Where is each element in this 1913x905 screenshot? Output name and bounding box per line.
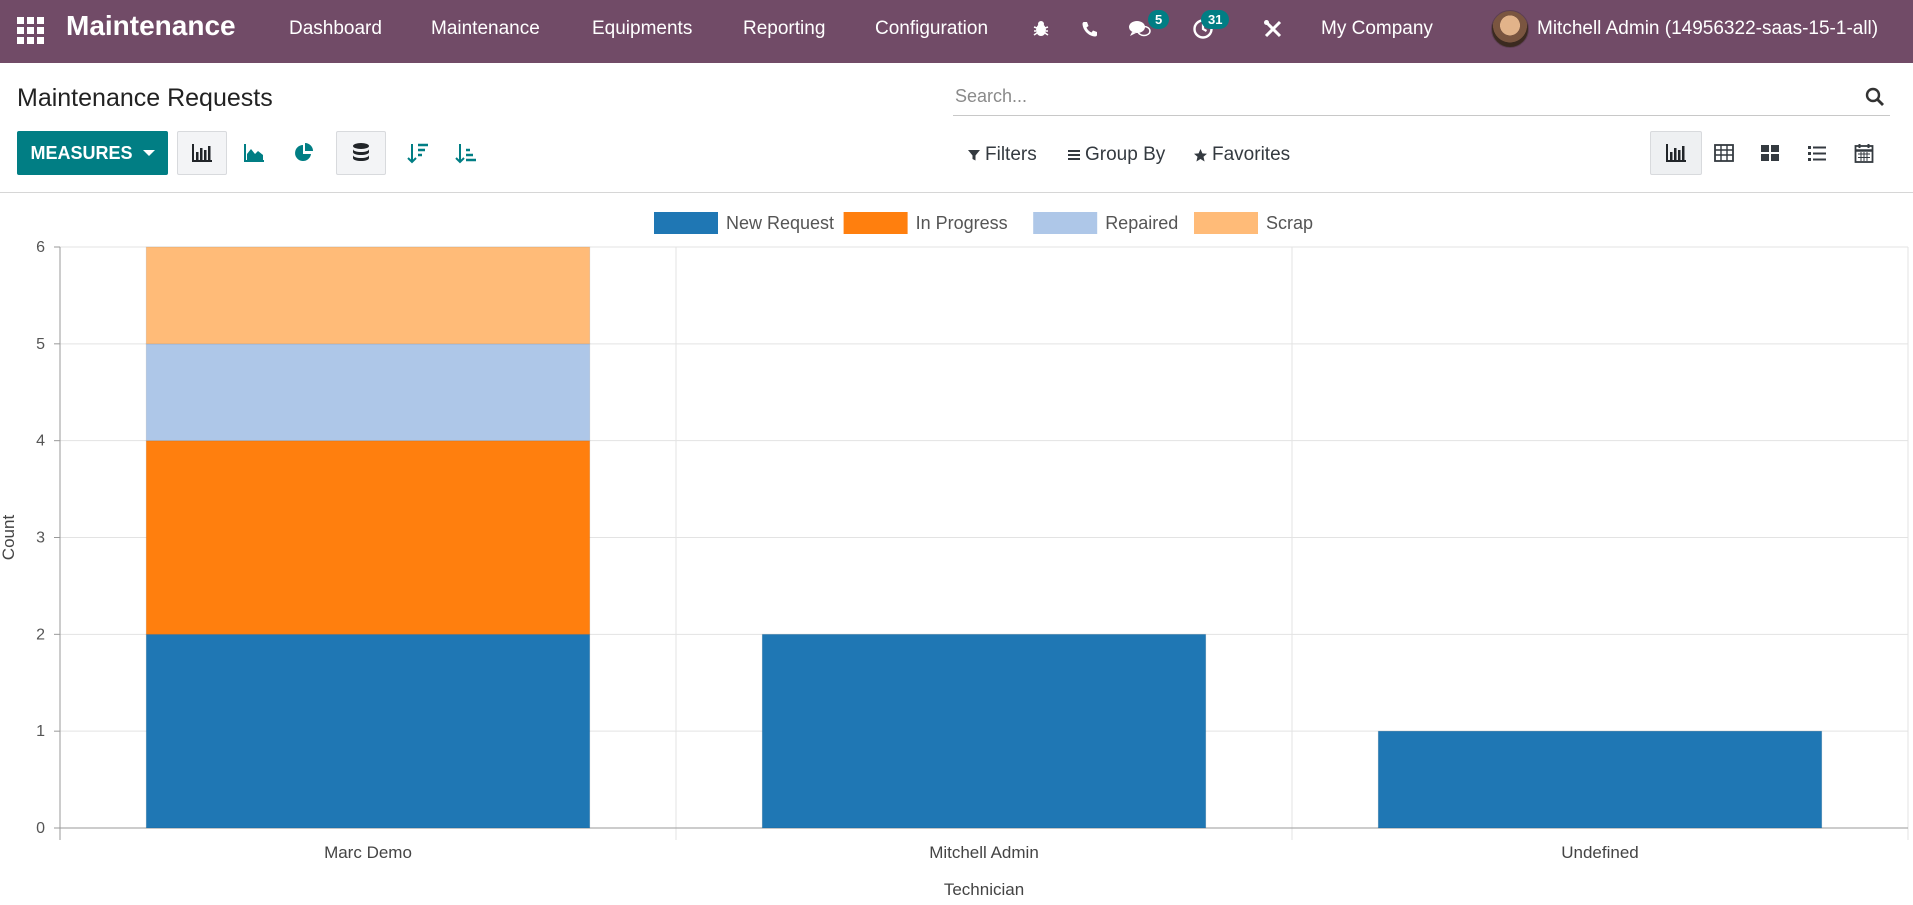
filters-menu[interactable]: Filters: [967, 144, 1037, 166]
x-axis-title: Technician: [944, 880, 1024, 899]
phone-icon[interactable]: [1077, 16, 1103, 42]
filter-icon: [968, 150, 980, 161]
area-chart-icon: [244, 144, 264, 162]
measures-label: MEASURES: [30, 142, 133, 163]
measures-button[interactable]: MEASURES: [17, 131, 168, 175]
apps-icon[interactable]: [16, 16, 44, 44]
stacked-bar-chart: 0 1 2 3 4 5 6 Marc Demo Mitchell Admin Undefined T…: [0, 212, 1909, 899]
menu-equipments[interactable]: Equipments: [592, 18, 693, 39]
bar-scrap: [145, 246, 591, 345]
legend-swatch: [654, 212, 718, 234]
x-tick-label: Mitchell Admin: [929, 843, 1039, 862]
search-bar: [953, 78, 1890, 116]
y-tick-label: 1: [36, 723, 45, 740]
top-navbar: Maintenance Dashboard Maintenance Equipm…: [0, 0, 1913, 63]
bar-new-request: [145, 633, 591, 829]
table-icon: [1714, 144, 1734, 162]
chat-icon[interactable]: [1127, 16, 1153, 42]
view-pivot-button[interactable]: [1698, 131, 1750, 175]
avatar[interactable]: [1491, 10, 1529, 48]
y-tick-label: 2: [36, 626, 45, 643]
x-tick-label: Undefined: [1561, 843, 1639, 862]
pie-chart-button[interactable]: [279, 131, 329, 175]
view-graph-button[interactable]: [1650, 131, 1702, 175]
x-tick-label: Marc Demo: [324, 843, 412, 862]
menu-reporting[interactable]: Reporting: [743, 18, 826, 39]
y-tick-label: 0: [36, 820, 45, 837]
tools-icon[interactable]: [1260, 16, 1286, 42]
calendar-icon: [1854, 144, 1874, 163]
bars-icon: [1068, 150, 1080, 160]
legend-swatch: [843, 212, 908, 234]
activities-badge: 31: [1201, 10, 1230, 29]
bar-chart-icon: [1666, 144, 1686, 162]
view-calendar-button[interactable]: [1838, 131, 1890, 175]
menu-configuration[interactable]: Configuration: [875, 18, 989, 39]
legend-swatch: [1194, 212, 1258, 234]
kanban-icon: [1761, 145, 1779, 161]
favorites-label: Favorites: [1212, 144, 1291, 165]
control-panel-divider: [0, 192, 1913, 193]
view-list-button[interactable]: [1791, 131, 1843, 175]
line-chart-button[interactable]: [229, 131, 279, 175]
filters-label: Filters: [985, 144, 1037, 165]
pie-chart-icon: [295, 143, 313, 161]
legend-label: In Progress: [916, 213, 1008, 233]
groupby-label: Group By: [1085, 144, 1166, 165]
bug-icon[interactable]: [1028, 16, 1054, 42]
bar-chart-icon: [192, 144, 212, 162]
sort-ascending-button[interactable]: [441, 131, 491, 175]
app-name[interactable]: Maintenance: [66, 10, 236, 41]
sort-descending-icon: [407, 143, 428, 164]
caret-down-icon: [142, 150, 155, 156]
bar-new-request: [761, 633, 1207, 829]
sort-descending-button[interactable]: [393, 131, 443, 175]
bar-chart-button[interactable]: [177, 131, 227, 175]
y-tick-label: 5: [36, 336, 45, 353]
company-switcher[interactable]: My Company: [1321, 18, 1433, 39]
menu-dashboard[interactable]: Dashboard: [289, 18, 382, 39]
y-axis-title: Count: [0, 515, 18, 561]
groupby-menu[interactable]: Group By: [1067, 144, 1165, 166]
stacked-button[interactable]: [336, 131, 386, 175]
view-kanban-button[interactable]: [1744, 131, 1796, 175]
y-tick-label: 6: [36, 239, 45, 256]
bar-repaired: [145, 343, 591, 442]
legend-label: Repaired: [1105, 213, 1178, 233]
page-title: Maintenance Requests: [17, 84, 273, 112]
bar-new-request: [1377, 730, 1823, 829]
y-tick-label: 4: [36, 433, 45, 450]
menu-maintenance[interactable]: Maintenance: [431, 18, 540, 39]
star-icon: [1194, 148, 1207, 161]
search-input[interactable]: [955, 82, 1835, 110]
favorites-menu[interactable]: Favorites: [1193, 144, 1290, 166]
legend-swatch: [1033, 212, 1098, 234]
sort-ascending-icon: [455, 144, 476, 164]
search-icon[interactable]: [1860, 82, 1890, 112]
list-icon: [1808, 146, 1826, 161]
user-menu[interactable]: Mitchell Admin (14956322-saas-15-1-all): [1537, 18, 1879, 39]
bar-in-progress: [145, 440, 591, 635]
messages-badge: 5: [1148, 10, 1170, 29]
database-icon: [353, 143, 369, 161]
y-tick-label: 3: [36, 530, 45, 547]
legend-label: New Request: [726, 213, 834, 233]
legend-label: Scrap: [1266, 213, 1313, 233]
